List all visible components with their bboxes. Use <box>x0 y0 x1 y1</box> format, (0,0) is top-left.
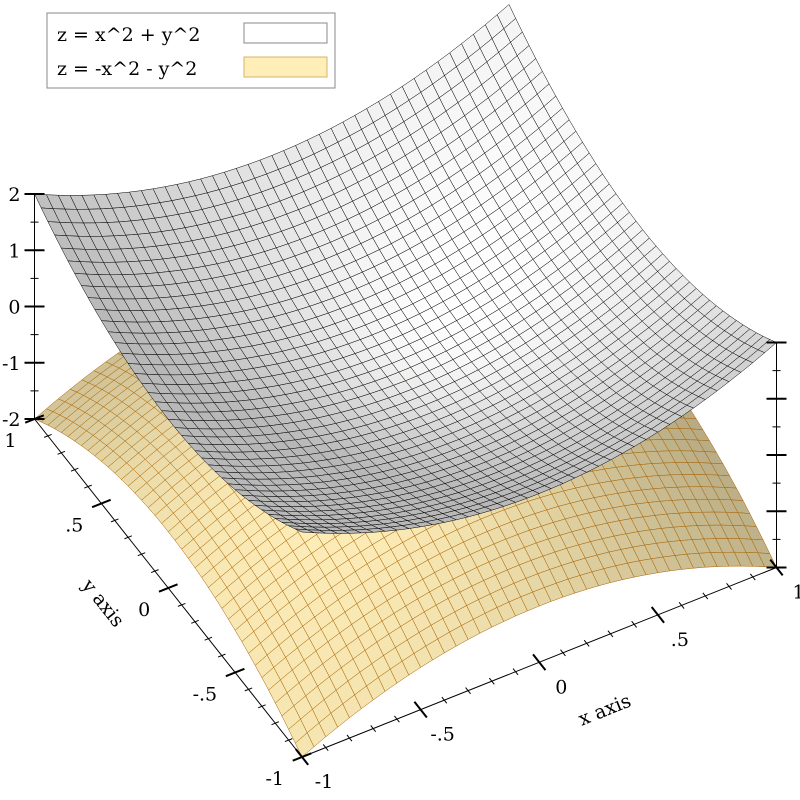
y-minor-tick <box>204 636 213 641</box>
y-minor-tick <box>217 653 226 658</box>
legend-label-1: z = -x^2 - y^2 <box>57 58 197 80</box>
x-minor-tick <box>488 677 495 685</box>
x-tick-label: 0 <box>555 676 567 698</box>
z-tick-label: 2 <box>8 184 20 206</box>
x-minor-tick <box>346 734 353 742</box>
z-tick-label: -2 <box>2 409 21 431</box>
y-major-tick <box>225 667 245 678</box>
x-minor-tick <box>394 715 400 723</box>
y-minor-tick <box>110 518 119 523</box>
x-tick-label: -1 <box>315 771 334 793</box>
y-minor-tick <box>257 704 266 709</box>
y-minor-tick <box>244 687 253 692</box>
y-major-tick <box>91 498 112 509</box>
x-minor-tick <box>702 592 709 600</box>
x-minor-tick <box>465 687 471 695</box>
x-minor-tick <box>631 620 638 628</box>
y-minor-tick <box>84 484 92 489</box>
surface-1-cell <box>295 732 315 758</box>
x-axis-title: x axis <box>575 690 634 731</box>
x-major-tick <box>413 701 428 719</box>
x-minor-tick <box>607 630 614 638</box>
y-axis-title: y axis <box>77 574 129 631</box>
z-tick-label: -1 <box>2 353 21 375</box>
x-major-tick <box>532 653 547 671</box>
y-tick-label: -1 <box>265 768 284 790</box>
x-minor-tick <box>560 649 566 657</box>
x-minor-tick <box>749 573 756 581</box>
x-minor-tick <box>583 639 590 647</box>
x-tick-label: -.5 <box>430 724 455 746</box>
y-tick-label: 1 <box>4 430 16 452</box>
x-minor-tick <box>322 744 329 751</box>
x-major-tick <box>650 606 665 624</box>
x-minor-tick <box>370 725 377 733</box>
z-tick-label: 1 <box>8 240 20 262</box>
y-minor-tick <box>191 619 199 624</box>
x-minor-tick <box>441 696 448 704</box>
y-major-tick <box>292 752 312 762</box>
y-minor-tick <box>177 602 186 607</box>
legend-swatch-1 <box>243 56 328 78</box>
legend-swatch-0 <box>243 22 328 44</box>
y-minor-tick <box>43 433 52 438</box>
x-tick-label: .5 <box>671 629 689 651</box>
surfaces-layer <box>34 4 777 758</box>
y-tick-label: 0 <box>138 599 150 621</box>
y-minor-tick <box>124 535 133 540</box>
x-minor-tick <box>678 601 685 609</box>
y-minor-tick <box>137 552 146 557</box>
y-tick-label: -.5 <box>193 684 218 706</box>
x-minor-tick <box>726 583 732 590</box>
y-minor-tick <box>284 738 293 743</box>
y-minor-tick <box>150 569 159 574</box>
y-major-tick <box>158 583 178 593</box>
x-minor-tick <box>512 668 519 676</box>
y-minor-tick <box>70 467 79 472</box>
y-minor-tick <box>57 450 66 455</box>
x-tick-label: 1 <box>792 582 800 604</box>
legend-label-0: z = x^2 + y^2 <box>57 24 200 46</box>
surface-0-cell <box>295 528 315 533</box>
z-tick-label: 0 <box>8 297 20 319</box>
legend: z = x^2 + y^2 z = -x^2 - y^2 <box>46 12 336 89</box>
y-minor-tick <box>271 721 280 726</box>
y-tick-label: .5 <box>65 515 83 537</box>
